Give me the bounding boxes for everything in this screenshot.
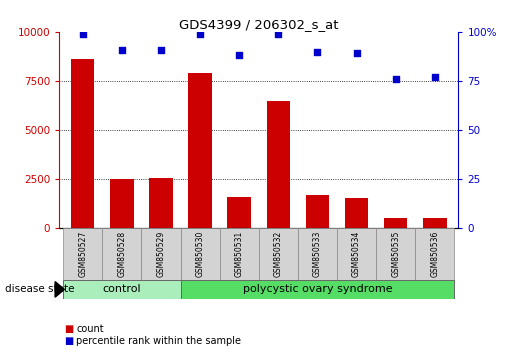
- Bar: [110, 179, 133, 228]
- Text: GSM850531: GSM850531: [235, 231, 244, 277]
- Text: ■: ■: [64, 324, 74, 333]
- Text: GSM850534: GSM850534: [352, 231, 361, 277]
- Bar: [188, 73, 212, 228]
- Text: GSM850535: GSM850535: [391, 231, 400, 277]
- Bar: [376, 228, 415, 280]
- Bar: [228, 197, 251, 228]
- Bar: [384, 217, 407, 228]
- Text: GSM850530: GSM850530: [196, 231, 204, 277]
- Bar: [415, 228, 454, 280]
- Point: [157, 47, 165, 52]
- Point: [79, 31, 87, 37]
- Bar: [298, 228, 337, 280]
- Text: GSM850529: GSM850529: [157, 231, 165, 277]
- Bar: [267, 101, 290, 228]
- Point: [274, 31, 282, 37]
- Bar: [423, 217, 447, 228]
- Point: [118, 47, 126, 52]
- Polygon shape: [55, 282, 64, 297]
- Text: ■: ■: [64, 336, 74, 346]
- Point: [235, 53, 244, 58]
- Bar: [345, 198, 368, 228]
- Bar: [259, 228, 298, 280]
- Bar: [220, 228, 259, 280]
- Bar: [181, 280, 454, 299]
- Text: GSM850532: GSM850532: [274, 231, 283, 277]
- Text: GSM850533: GSM850533: [313, 231, 322, 277]
- Bar: [181, 228, 220, 280]
- Bar: [149, 178, 173, 228]
- Point: [196, 31, 204, 37]
- Bar: [63, 280, 181, 299]
- Bar: [63, 228, 102, 280]
- Point: [352, 51, 360, 56]
- Bar: [306, 195, 329, 228]
- Point: [391, 76, 400, 82]
- Bar: [142, 228, 181, 280]
- Text: GSM850527: GSM850527: [78, 231, 87, 277]
- Text: control: control: [102, 284, 141, 295]
- Text: disease state: disease state: [5, 284, 75, 295]
- Text: GSM850528: GSM850528: [117, 231, 126, 277]
- Text: polycystic ovary syndrome: polycystic ovary syndrome: [243, 284, 392, 295]
- Text: percentile rank within the sample: percentile rank within the sample: [76, 336, 241, 346]
- Bar: [102, 228, 142, 280]
- Text: GSM850536: GSM850536: [431, 231, 439, 277]
- Title: GDS4399 / 206302_s_at: GDS4399 / 206302_s_at: [179, 18, 338, 31]
- Bar: [71, 59, 94, 228]
- Bar: [337, 228, 376, 280]
- Point: [431, 74, 439, 80]
- Text: count: count: [76, 324, 104, 333]
- Point: [313, 48, 321, 54]
